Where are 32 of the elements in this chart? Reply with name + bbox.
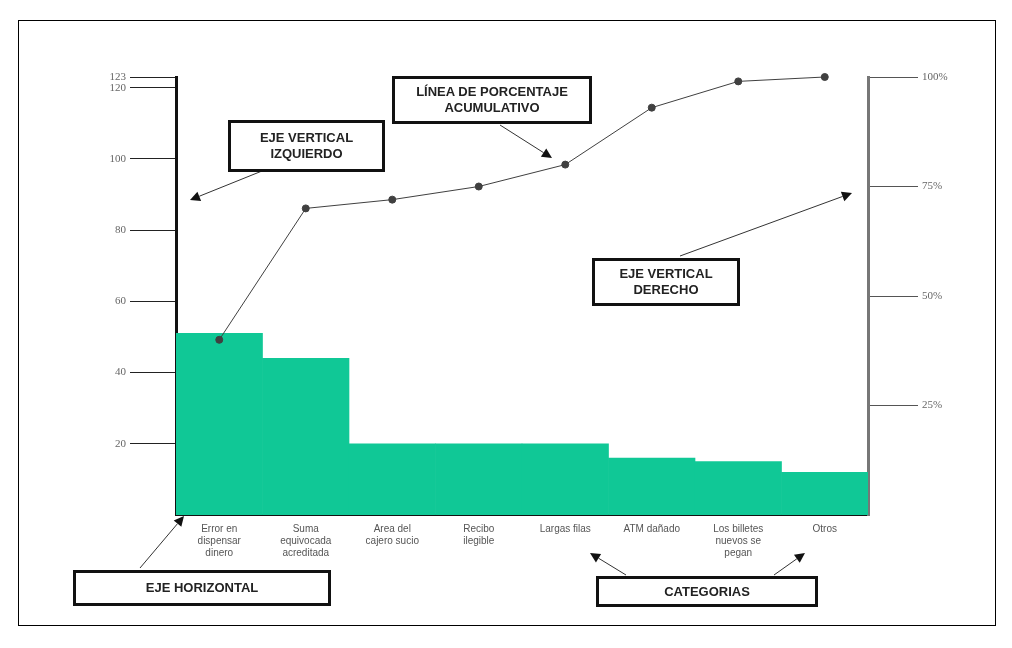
x-tick-label: Suma equivocada acreditada (280, 522, 332, 558)
point (215, 335, 224, 344)
y2-tick-label: 75% (922, 179, 943, 192)
y2-tick-label: 25% (922, 398, 943, 411)
x-tick-label: Error en dispensar dinero (197, 522, 242, 558)
callout-box: EJE VERTICAL IZQUIERDO (228, 120, 385, 172)
x-tick-label: Otros (812, 522, 837, 534)
y-tick-label: 120 (109, 80, 127, 93)
point (647, 103, 656, 112)
y2-tick-label: 100% (922, 69, 948, 82)
y-tick-label: 60 (115, 294, 127, 307)
y-tick-label: 100 (109, 151, 127, 164)
x-tick-label: Area del cajero sucio (365, 522, 420, 546)
point (820, 73, 829, 81)
x-tick-label: Recibo ilegible (463, 522, 495, 546)
x-tick-label: Largas filas (539, 522, 591, 534)
callout-box: EJE HORIZONTAL (73, 570, 331, 606)
y2-tick-label: 50% (922, 288, 943, 301)
callout-box: LÍNEA DE PORCENTAJE ACUMULATIVO (392, 76, 592, 124)
point (388, 195, 397, 204)
callout-box: CATEGORIAS (596, 576, 818, 607)
y-tick-label: 40 (115, 365, 127, 378)
y-tick-label: 20 (115, 436, 127, 449)
callout-box: EJE VERTICAL DERECHO (592, 258, 740, 306)
point (474, 182, 483, 191)
x-tick-label: Los billetes nuevos se pegan (713, 522, 764, 558)
point (561, 160, 570, 169)
point (301, 204, 310, 213)
point (734, 77, 743, 86)
y-tick-label: 80 (115, 223, 127, 236)
x-tick-label: ATM dañado (623, 522, 681, 534)
y-tick-label: 123 (109, 69, 127, 82)
